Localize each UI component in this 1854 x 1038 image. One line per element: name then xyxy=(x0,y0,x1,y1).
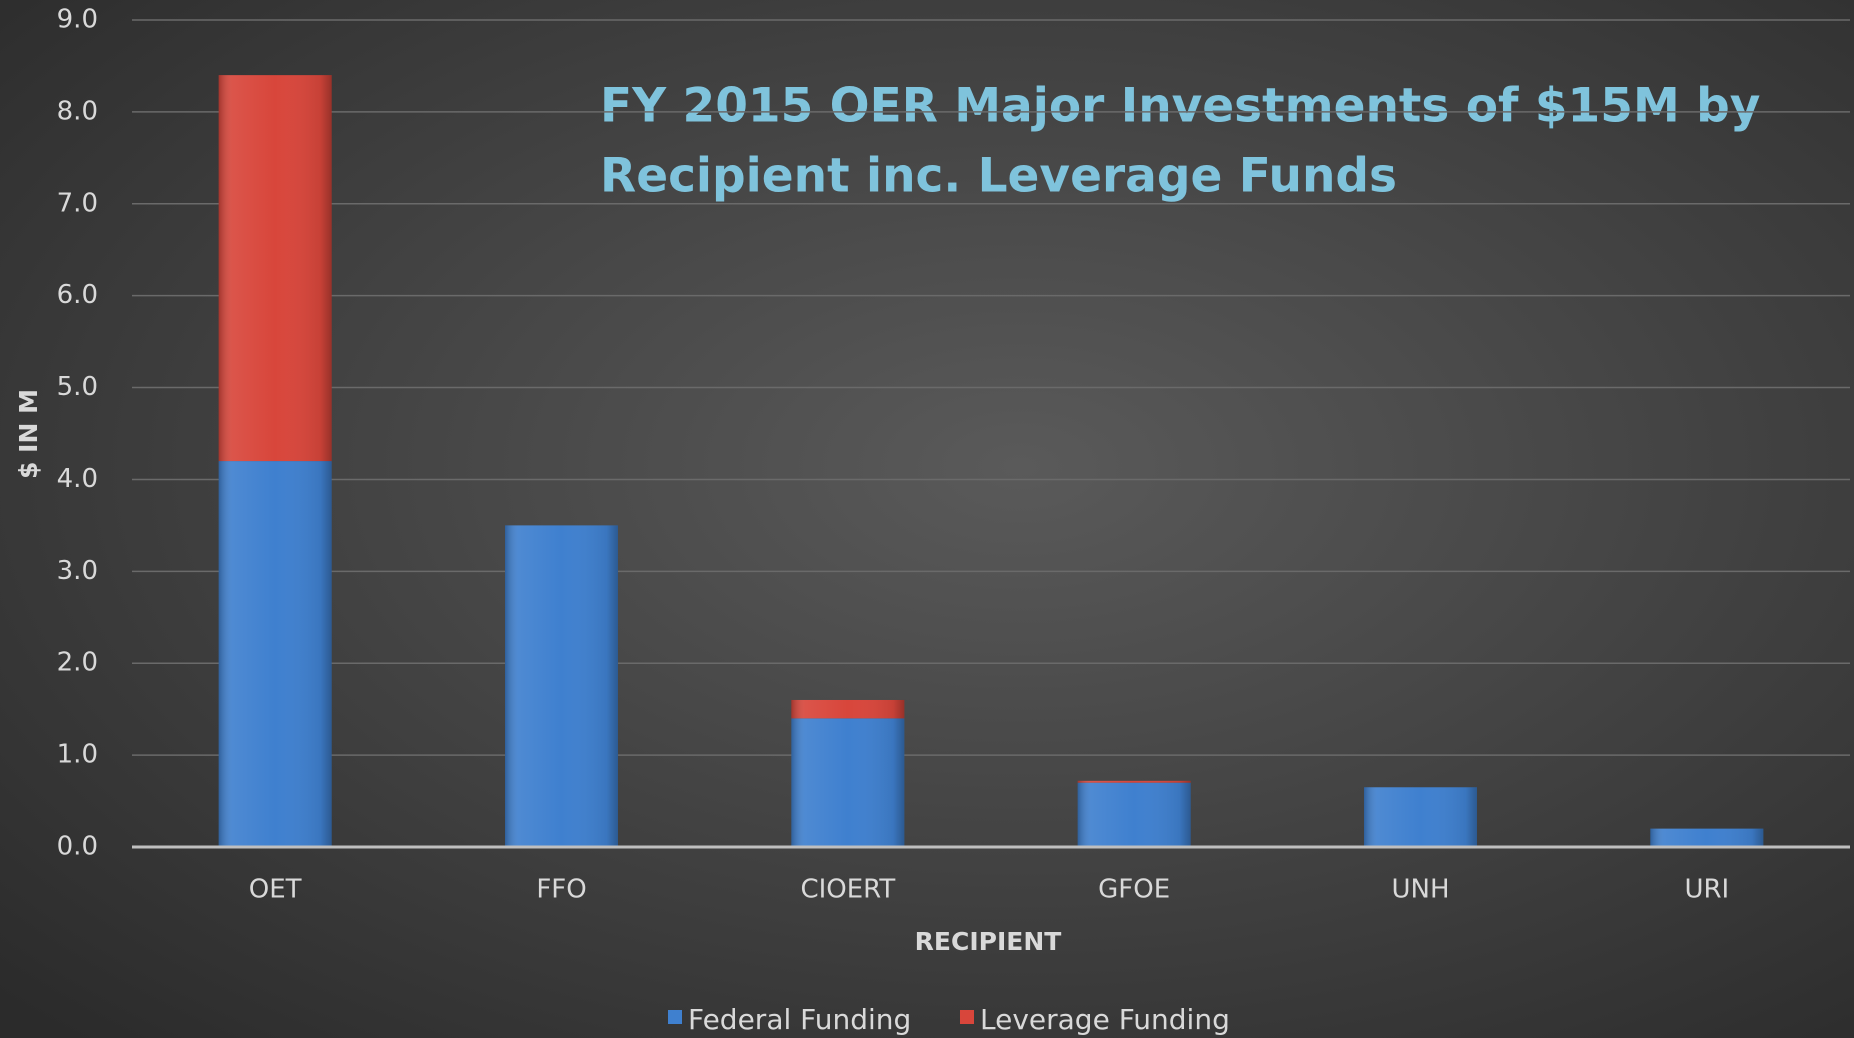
x-tick-label: CIOERT xyxy=(800,875,895,905)
chart-title: FY 2015 OER Major Investments of $15M by xyxy=(600,79,1760,134)
y-tick-label: 2.0 xyxy=(57,648,98,678)
legend-swatch xyxy=(668,1010,682,1024)
bar-shade xyxy=(1650,828,1764,847)
bar-shade xyxy=(1077,782,1191,847)
y-axis-title: $ IN M xyxy=(14,389,43,479)
y-tick-label: 7.0 xyxy=(57,188,98,218)
x-tick-label: UNH xyxy=(1391,875,1449,905)
bar-shade xyxy=(791,699,905,719)
legend-swatch xyxy=(960,1010,974,1024)
bar-shade xyxy=(218,75,332,462)
legend-label: Federal Funding xyxy=(688,1003,911,1036)
chart-title: Recipient inc. Leverage Funds xyxy=(600,149,1397,204)
y-tick-label: 0.0 xyxy=(57,832,98,862)
y-tick-label: 1.0 xyxy=(57,740,98,770)
x-tick-label: GFOE xyxy=(1098,875,1170,905)
bar-shade xyxy=(1077,780,1191,783)
bar-shade xyxy=(1364,787,1477,847)
y-tick-label: 9.0 xyxy=(57,5,98,35)
legend-label: Leverage Funding xyxy=(980,1003,1230,1036)
bar-shade xyxy=(505,525,618,847)
bar-shade xyxy=(791,718,905,847)
y-tick-label: 6.0 xyxy=(57,280,98,310)
y-tick-label: 8.0 xyxy=(57,96,98,126)
bar-shade xyxy=(218,461,332,847)
y-tick-label: 3.0 xyxy=(57,556,98,586)
x-tick-label: OET xyxy=(249,875,302,905)
x-tick-label: URI xyxy=(1684,875,1729,905)
x-axis-title: RECIPIENT xyxy=(915,927,1062,956)
y-tick-label: 4.0 xyxy=(57,464,98,494)
y-tick-label: 5.0 xyxy=(57,372,98,402)
x-tick-label: FFO xyxy=(536,875,586,905)
